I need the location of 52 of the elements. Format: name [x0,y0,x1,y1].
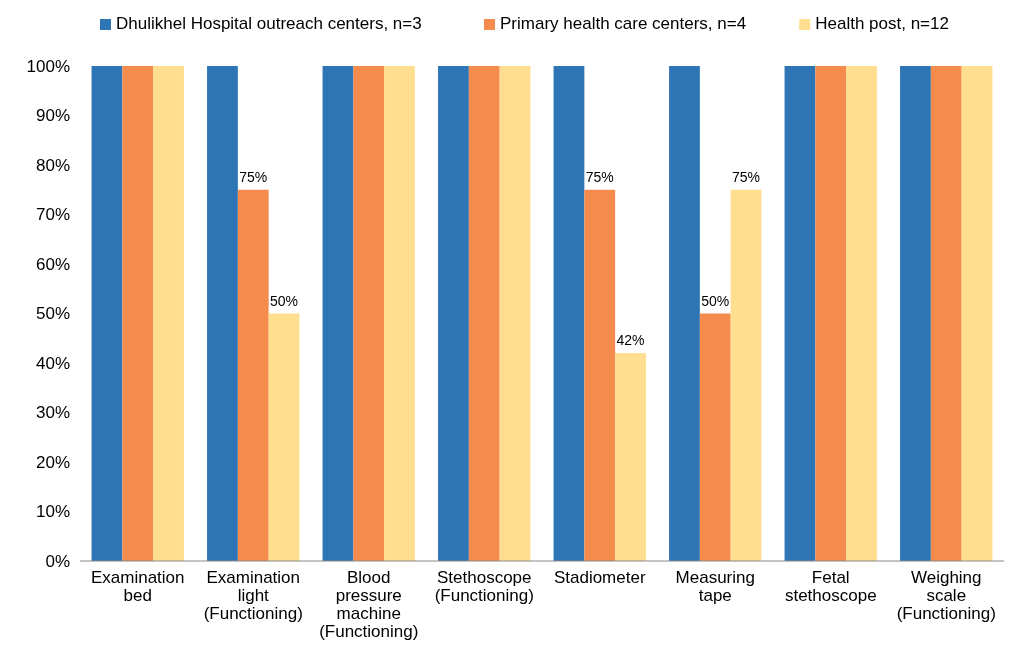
data-label: 50% [270,292,299,309]
bar [384,66,415,561]
bar [846,66,877,561]
bar [730,189,762,561]
bar [122,66,154,561]
bar [153,66,184,561]
x-tick-label: Blood pressure machine (Functioning) [319,568,419,641]
y-tick-label: 60% [35,254,70,274]
x-tick-label: Weighing scale (Functioning) [896,568,996,623]
y-tick-label: 50% [35,304,70,324]
bar [268,313,300,561]
bar [207,66,238,561]
y-tick-label: 20% [35,452,70,472]
bar [237,189,269,561]
x-tick-label: Measuring tape [675,568,755,605]
x-tick-label: Stethoscope (Functioning) [434,568,534,605]
y-tick-label: 10% [35,502,70,522]
data-label: 75% [732,168,761,185]
y-tick-label: 40% [35,353,70,373]
legend-label: Health post, n=12 [815,14,949,33]
x-tick-label: Examination light (Functioning) [203,568,303,623]
bar [669,66,700,561]
x-tick-label: Fetal stethoscope [784,568,877,605]
bar [468,66,500,561]
bar [615,353,646,561]
bar [91,66,123,561]
bar [900,66,931,561]
bar [584,189,616,561]
bar [961,66,993,561]
bar [353,66,385,561]
bar [499,66,531,561]
y-tick-label: 80% [35,155,70,175]
data-label: 75% [239,168,268,185]
data-label: 75% [585,168,614,185]
legend-label: Primary health care centers, n=4 [500,14,747,33]
x-tick-label: Examination bed [90,568,185,605]
bar [699,313,731,561]
y-tick-label: 70% [35,205,70,225]
bar [930,66,962,561]
y-tick-label: 100% [26,56,70,76]
data-label: 42% [616,332,645,349]
bar [322,66,354,561]
bar [784,66,816,561]
bar [815,66,847,561]
legend-label: Dhulikhel Hospital outreach centers, n=3 [116,14,422,33]
bar [438,66,469,561]
y-tick-label: 0% [45,551,70,571]
bar [553,66,585,561]
y-tick-label: 30% [35,403,70,423]
y-tick-label: 90% [35,106,70,126]
x-tick-label: Stadiometer [553,568,646,587]
data-label: 50% [701,292,730,309]
